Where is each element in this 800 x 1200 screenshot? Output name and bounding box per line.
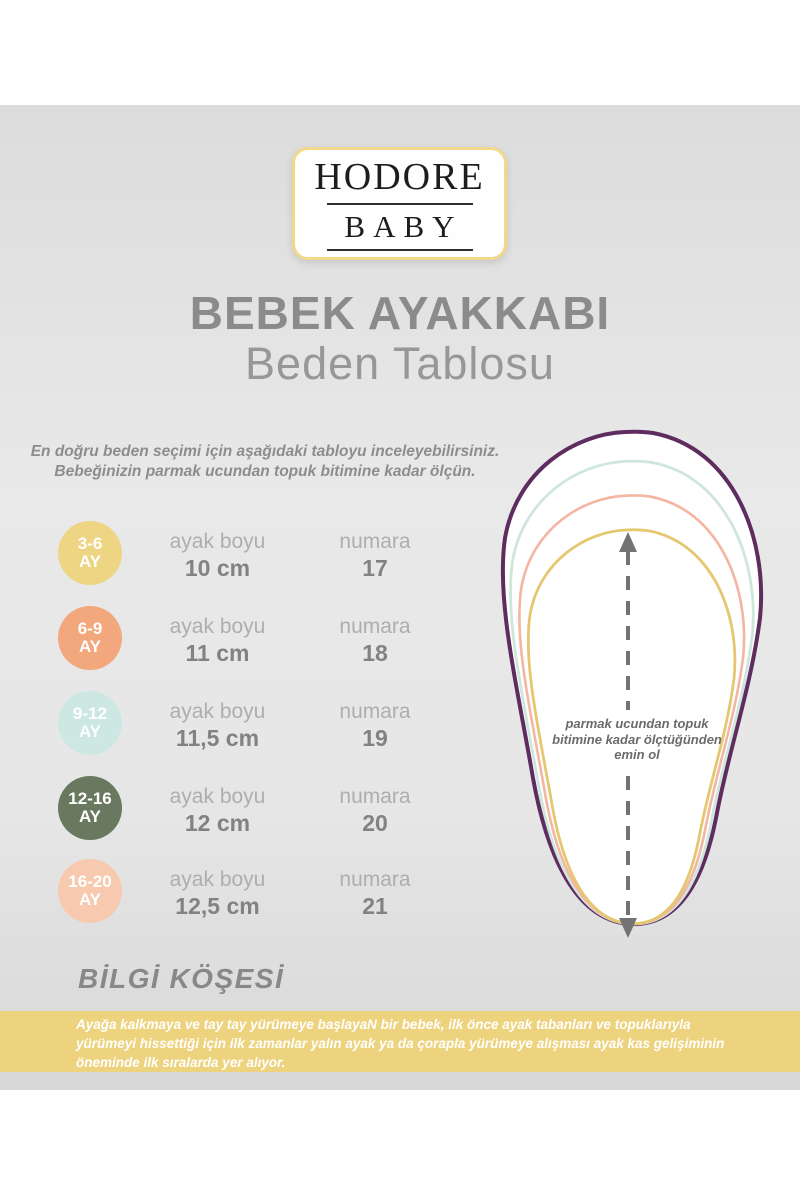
arrow-down-icon	[619, 918, 637, 938]
age-range: 16-20	[68, 871, 112, 891]
page-title: BEBEK AYAKKABI	[189, 287, 611, 339]
foot-length-value: 12 cm	[184, 810, 251, 836]
measure-note-line-3: emin ol	[614, 747, 660, 762]
brand-name: HODORE	[314, 156, 485, 198]
shoe-number-label: numara	[339, 868, 411, 891]
size-row-9-12: 9-12 AY ayak boyu 11,5 cm numara 19	[0, 681, 480, 765]
age-range: 12-16	[68, 788, 112, 808]
shoe-number-label: numara	[339, 530, 411, 553]
info-banner-text: Ayağa kalkmaya ve tay tay yürümeye başla…	[76, 1015, 776, 1072]
foot-length-label: ayak boyu	[169, 785, 266, 808]
foot-length-value: 10 cm	[184, 555, 251, 581]
logo-divider-top	[326, 203, 473, 205]
shoe-number-value: 21	[362, 893, 388, 919]
age-badge: 3-6 AY	[58, 521, 122, 585]
foot-length-label: ayak boyu	[169, 868, 266, 891]
shoe-number-label: numara	[339, 785, 411, 808]
shoe-number-value: 19	[362, 725, 388, 751]
age-unit: AY	[78, 890, 102, 909]
shoe-number-value: 20	[362, 810, 388, 836]
age-unit: AY	[78, 637, 102, 656]
size-row-12-16: 12-16 AY ayak boyu 12 cm numara 20	[0, 766, 480, 850]
age-unit: AY	[78, 722, 102, 741]
age-badge: 9-12 AY	[58, 691, 122, 755]
shoe-number-label: numara	[339, 615, 411, 638]
logo-divider-bottom	[326, 249, 473, 251]
shoe-number-label: numara	[339, 700, 411, 723]
age-badge: 16-20 AY	[58, 859, 122, 923]
foot-length-label: ayak boyu	[169, 615, 266, 638]
intro-line-2: Bebeğinizin parmak ucundan topuk bitimin…	[54, 463, 476, 480]
foot-length-label: ayak boyu	[169, 530, 266, 553]
measure-note: parmak ucundan topuk bitimine kadar ölçt…	[527, 716, 747, 763]
foot-length-value: 11 cm	[185, 640, 250, 666]
measure-note-line-1: parmak ucundan topuk	[565, 716, 709, 731]
info-banner-line-2: yürümeyi hissettiği için ilk zamanlar ya…	[76, 1036, 725, 1051]
size-row-6-9: 6-9 AY ayak boyu 11 cm numara 18	[0, 596, 480, 680]
shoe-number-value: 18	[362, 640, 388, 666]
info-banner-line-1: Ayağa kalkmaya ve tay tay yürümeye başla…	[76, 1017, 691, 1032]
age-range: 9-12	[72, 703, 108, 723]
age-unit: AY	[78, 807, 102, 826]
age-range: 6-9	[77, 618, 103, 638]
shoe-number-value: 17	[362, 555, 388, 581]
page-subtitle: Beden Tablosu	[245, 338, 555, 389]
age-range: 3-6	[77, 533, 103, 553]
size-row-3-6: 3-6 AY ayak boyu 10 cm numara 17	[0, 511, 480, 595]
intro-line-1: En doğru beden seçimi için aşağıdaki tab…	[30, 443, 500, 460]
measure-note-line-2: bitimine kadar ölçtüğünden	[552, 731, 722, 747]
foot-length-label: ayak boyu	[169, 700, 266, 723]
age-unit: AY	[78, 552, 102, 571]
arrow-up-icon	[619, 532, 637, 552]
foot-length-value: 11,5 cm	[175, 725, 260, 751]
info-banner-line-3: öneminde ilk sıralarda yer alıyor.	[76, 1055, 286, 1070]
sole-outline-diagram	[500, 429, 764, 938]
age-badge: 6-9 AY	[58, 606, 122, 670]
brand-logo-card: HODORE BABY	[292, 147, 507, 260]
brand-subname: BABY	[344, 209, 463, 244]
age-badge: 12-16 AY	[58, 776, 122, 840]
info-banner: Ayağa kalkmaya ve tay tay yürümeye başla…	[0, 1011, 800, 1072]
intro-text: En doğru beden seçimi için aşağıdaki tab…	[30, 442, 500, 482]
size-row-16-20: 16-20 AY ayak boyu 12,5 cm numara 21	[0, 849, 480, 933]
info-corner-heading: BİLGİ KÖŞESİ	[78, 963, 285, 994]
foot-length-value: 12,5 cm	[175, 893, 260, 919]
